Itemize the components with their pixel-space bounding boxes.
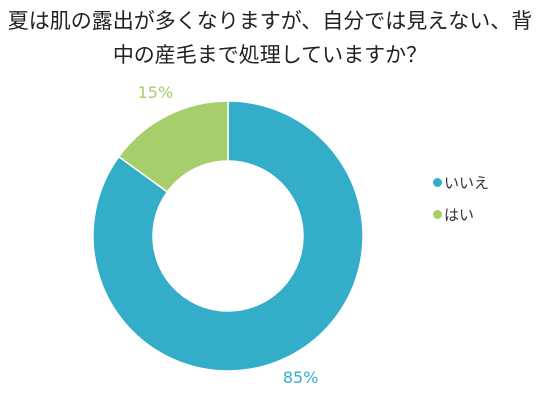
legend-label-iie: いいえ: [444, 173, 490, 192]
slice-labels: 85% 15%: [138, 83, 319, 387]
legend-item-hai[interactable]: はい: [433, 202, 489, 226]
legend-marker-iie: [433, 177, 442, 187]
chart-title: 夏は肌の露出が多くなりますが、自分では見えない、背中の産毛まで処理していますか？: [7, 9, 533, 67]
slice-label-iie: 85%: [283, 368, 319, 387]
legend: いいえ はい: [433, 170, 489, 234]
legend-label-hai: はい: [444, 205, 475, 224]
slices: [92, 100, 364, 372]
slice-hai[interactable]: [117, 100, 229, 193]
slice-iie[interactable]: [92, 100, 364, 372]
slice-label-hai: 15%: [138, 83, 174, 102]
legend-marker-hai: [433, 209, 442, 219]
legend-item-iie[interactable]: いいえ: [433, 170, 489, 194]
